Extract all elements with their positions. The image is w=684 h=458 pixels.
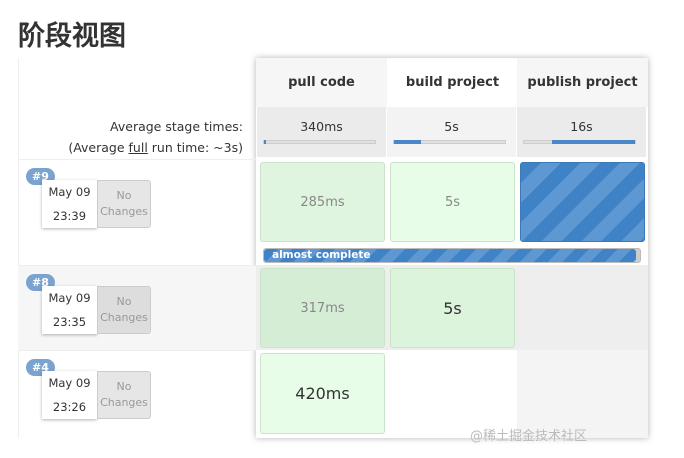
stage-cell-success[interactable]: 317ms: [260, 268, 385, 348]
stage-cell-success[interactable]: 5s: [390, 162, 515, 242]
avg-time-build-project: 5s: [387, 107, 517, 157]
build-date: May 09 23:39: [42, 180, 97, 228]
progress-label: almost complete: [264, 249, 637, 262]
avg-bar: [263, 140, 376, 144]
avg-bar: [523, 140, 636, 144]
avg-time-publish-project: 16s: [517, 107, 647, 157]
changes-box[interactable]: No Changes: [97, 180, 151, 228]
watermark: @稀土掘金技术社区: [470, 429, 588, 444]
stage-cell-running[interactable]: [520, 162, 645, 242]
build-row-9: #9 May 09 23:39 No Changes: [18, 159, 256, 244]
average-full-run-time: (Average full run time: ~3s): [68, 140, 243, 155]
build-row-4: #4 May 09 23:26 No Changes: [18, 350, 256, 435]
changes-box[interactable]: No Changes: [97, 371, 151, 419]
stage-cell-success[interactable]: 420ms: [260, 353, 385, 434]
stage-header-pull-code: pull code: [256, 58, 387, 107]
stage-cell-success[interactable]: 285ms: [260, 162, 385, 242]
full-link[interactable]: full: [128, 140, 148, 155]
avg-suffix: run time: ~3s): [147, 140, 243, 155]
stage-cell-success[interactable]: 5s: [390, 268, 515, 348]
stage-header-publish-project: publish project: [517, 58, 648, 107]
build-date: May 09 23:26: [42, 371, 97, 419]
divider: [18, 58, 19, 438]
avg-prefix: (Average: [68, 140, 129, 155]
build-date: May 09 23:35: [42, 286, 97, 334]
avg-bar: [393, 140, 506, 144]
progress-bar: almost complete: [263, 248, 641, 263]
avg-time-pull-code: 340ms: [257, 107, 387, 157]
empty-cell: [517, 350, 648, 438]
build-row-8: #8 May 09 23:35 No Changes: [18, 265, 256, 350]
stage-header-build-project: build project: [387, 58, 518, 107]
changes-box[interactable]: No Changes: [97, 286, 151, 334]
page-title: 阶段视图: [18, 21, 126, 52]
average-stage-times-label: Average stage times:: [110, 119, 243, 134]
